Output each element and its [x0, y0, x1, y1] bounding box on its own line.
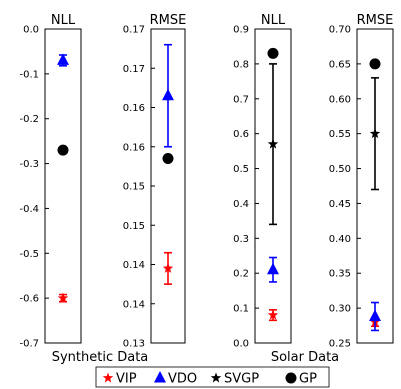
- y-tick-label: 0.45: [329, 199, 351, 210]
- panel-title: RMSE: [357, 13, 394, 28]
- y-tick-label: 0.50: [329, 164, 351, 175]
- y-tick-label: 0.55: [329, 129, 351, 140]
- point-vdo: [162, 43, 174, 148]
- y-tick-label: 0.2: [233, 269, 249, 280]
- y-tick-label: -0.5: [19, 249, 39, 260]
- gp-marker: [267, 47, 279, 59]
- y-tick-label: 0.17: [123, 25, 145, 36]
- legend-item-svgp: SVGP: [210, 372, 259, 387]
- y-tick-label: 0.6: [233, 129, 249, 140]
- gp-marker: [162, 153, 174, 165]
- panel-synthetic-nll: NLL 0.0 -0.1 -0.2 -0.3 -0.4 -0.5 -0.6 -0.7: [19, 13, 82, 350]
- point-vdo: [267, 256, 279, 283]
- y-tick-label: 0.65: [329, 59, 351, 70]
- plot-frame: [254, 28, 292, 344]
- point-gp: [267, 47, 279, 59]
- y-tick-label: 0.60: [329, 94, 351, 105]
- point-vdo: [57, 53, 69, 67]
- y-tick-label: 0.0: [23, 25, 39, 36]
- y-tick-label: 0.15: [123, 221, 145, 232]
- legend-vip-marker: [102, 372, 114, 383]
- vdo-marker: [57, 53, 69, 65]
- legend-label: SVGP: [224, 372, 259, 387]
- y-tick-label: 0.9: [233, 25, 249, 36]
- chart-panels: NLL 0.0 -0.1 -0.2 -0.3 -0.4 -0.5 -0.6 -0.7 RMSE 0.…: [19, 13, 394, 350]
- panel-solar-nll: NLL 0.0 0.1 0.2 0.3 0.4 0.5 0.6 0.7 0.8 0.9: [233, 13, 292, 350]
- point-vip: [162, 251, 174, 285]
- y-tick-label: 0.0: [233, 339, 249, 350]
- point-vip: [267, 309, 279, 322]
- point-svgp: [369, 77, 381, 191]
- y-tick-label: 0.35: [329, 269, 351, 280]
- legend-svgp-marker: [210, 372, 222, 383]
- point-gp: [369, 58, 381, 70]
- y-tick-label: 0.30: [329, 304, 351, 315]
- legend-item-vdo: VDO: [154, 371, 197, 387]
- vip-marker: [57, 292, 69, 303]
- legend-label: VIP: [116, 372, 137, 387]
- panel-title: RMSE: [150, 13, 187, 28]
- group-label-solar: Solar Data: [271, 350, 339, 365]
- y-tick-label: 0.13: [123, 339, 145, 350]
- y-tick-label: -0.2: [19, 114, 39, 125]
- y-tick-label: -0.1: [19, 69, 39, 80]
- vip-marker: [162, 262, 174, 273]
- y-tick-label: 0.16: [123, 142, 145, 153]
- legend-label: GP: [299, 372, 317, 387]
- legend-gp-marker: [285, 372, 297, 384]
- plot-frame: [44, 28, 82, 344]
- panel-title: NLL: [261, 13, 286, 28]
- y-tick-label: 0.8: [233, 59, 249, 70]
- panel-solar-rmse: RMSE 0.25 0.30 0.35 0.40 0.45 0.50 0.55 0.60 0.65…: [329, 13, 394, 350]
- y-tick-label: 0.16: [123, 103, 145, 114]
- point-gp: [162, 153, 174, 165]
- y-tick-label: 0.1: [233, 304, 249, 315]
- svgp-marker: [369, 128, 381, 139]
- legend-item-vip: VIP: [102, 372, 137, 387]
- vdo-marker: [267, 262, 279, 275]
- panel-synthetic-rmse: RMSE 0.13 0.14 0.14 0.15 0.15 0.16 0.16 0.17 0.17: [123, 13, 187, 350]
- legend: VIP VDO SVGP GP: [95, 366, 330, 388]
- panel-title: NLL: [51, 13, 76, 28]
- group-label-synthetic: Synthetic Data: [52, 350, 149, 365]
- legend-label: VDO: [168, 372, 197, 387]
- y-tick-label: 0.4: [233, 199, 249, 210]
- vdo-marker: [369, 309, 381, 321]
- point-vip: [57, 292, 69, 303]
- vdo-marker: [162, 88, 174, 101]
- y-tick-label: -0.4: [19, 204, 39, 215]
- point-gp: [57, 144, 69, 156]
- y-tick-label: 0.17: [123, 64, 145, 75]
- y-tick-label: 0.40: [329, 234, 351, 245]
- svgp-marker: [267, 138, 279, 149]
- y-tick-label: 0.14: [123, 260, 145, 271]
- legend-vdo-marker: [154, 371, 166, 383]
- point-svgp: [267, 63, 279, 226]
- y-tick-label: -0.6: [19, 294, 39, 305]
- gp-marker: [369, 58, 381, 70]
- y-tick-label: 0.15: [123, 182, 145, 193]
- gp-marker: [57, 144, 69, 156]
- y-tick-label: 0.70: [329, 25, 351, 36]
- y-tick-label: 0.25: [329, 339, 351, 350]
- y-tick-label: -0.3: [19, 159, 39, 170]
- vip-marker: [267, 309, 279, 320]
- point-vdo: [369, 301, 381, 332]
- plot-frame: [356, 28, 394, 344]
- y-tick-label: 0.5: [233, 164, 249, 175]
- y-tick-label: -0.7: [19, 339, 39, 350]
- y-tick-label: 0.7: [233, 94, 249, 105]
- y-tick-label: 0.14: [123, 299, 145, 310]
- legend-item-gp: GP: [285, 372, 317, 387]
- y-tick-label: 0.3: [233, 234, 249, 245]
